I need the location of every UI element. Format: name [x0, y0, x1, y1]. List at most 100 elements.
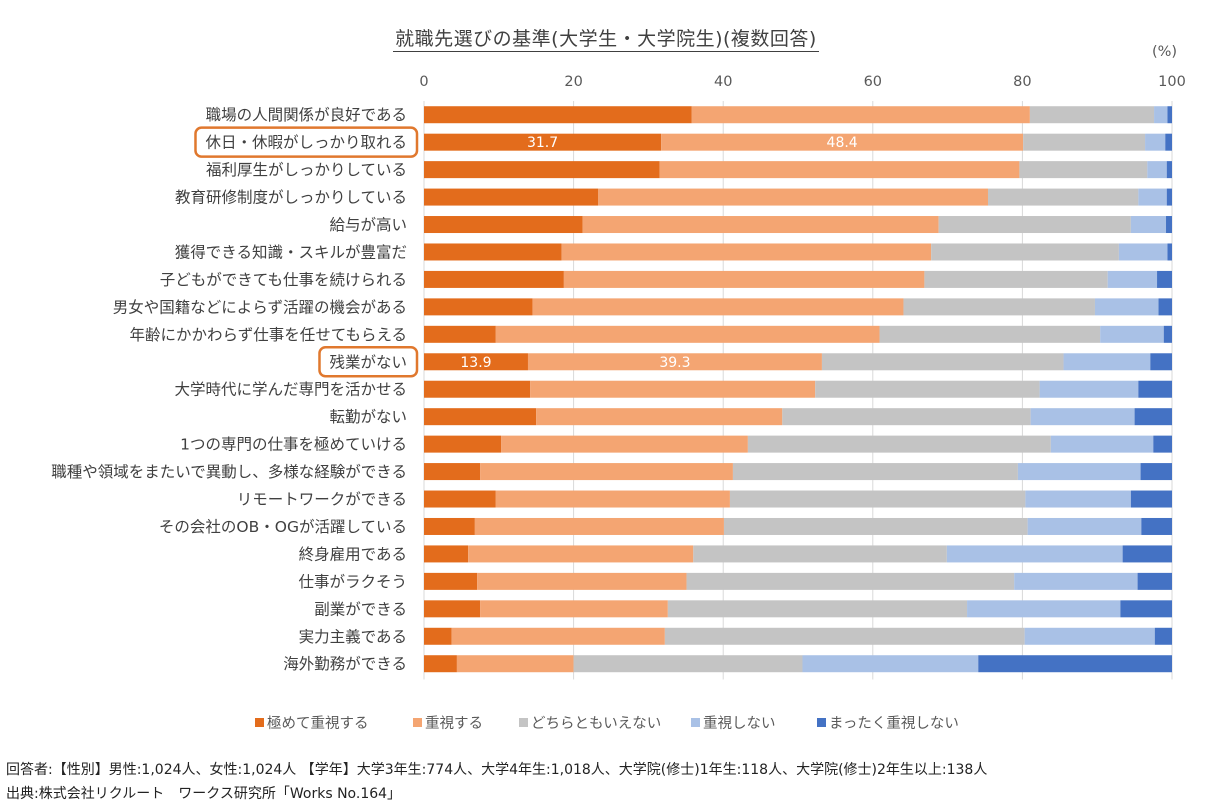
- bar-segment: [967, 600, 1121, 618]
- bar-segment: [424, 298, 533, 316]
- category-label: その会社のOB・OGが活躍している: [159, 518, 407, 536]
- bar-segment: [424, 188, 599, 206]
- category-label: 職種や領域をまたいで異動し、多様な経験ができる: [51, 463, 407, 481]
- bar-segment: [1153, 435, 1172, 453]
- category-label: 仕事がラクそう: [298, 573, 407, 591]
- bar-segment: [691, 106, 1030, 124]
- bar-segment: [1017, 463, 1141, 481]
- data-label: 39.3: [659, 355, 690, 371]
- bar-segment: [424, 463, 481, 481]
- bar-segment: [815, 380, 1040, 398]
- bar-segment: [1027, 517, 1142, 535]
- bar-segment: [1138, 188, 1167, 206]
- x-tick-label: 80: [1013, 74, 1031, 90]
- bar-segment: [723, 517, 1028, 535]
- bar-segment: [501, 435, 748, 453]
- x-tick-label: 40: [714, 74, 732, 90]
- category-label: 福利厚生がしっかりしている: [206, 161, 407, 179]
- bar-segment: [664, 627, 1025, 645]
- category-label: 子どもができても仕事を続けられる: [160, 271, 407, 289]
- data-labels: 31.7 48.4 13.9 39.3: [460, 135, 857, 371]
- x-tick-label: 20: [564, 74, 582, 90]
- bar-segment: [1030, 408, 1135, 426]
- bar-segment: [1167, 106, 1172, 124]
- bar-segment: [821, 353, 1064, 371]
- bar-segment: [1134, 408, 1172, 426]
- bar-segment: [1039, 380, 1139, 398]
- bar-segment: [424, 106, 692, 124]
- bar-segment: [1120, 600, 1172, 618]
- bar-segment: [456, 655, 574, 673]
- legend-swatch: [817, 718, 826, 727]
- category-label: 給与が高い: [329, 216, 407, 234]
- bar-segment: [978, 655, 1172, 673]
- bar-segment: [1147, 161, 1167, 179]
- category-label: 獲得できる知識・スキルが豊富だ: [175, 243, 407, 261]
- bar-segment: [1154, 627, 1172, 645]
- bar-segment: [563, 270, 925, 288]
- bar-segment: [424, 270, 564, 288]
- category-label: 海外勤務ができる: [283, 655, 407, 673]
- legend-label: 極めて重視する: [267, 715, 369, 732]
- bar-segment: [1024, 627, 1155, 645]
- bar-segment: [693, 545, 947, 563]
- legend-label: どちらともいえない: [531, 715, 661, 732]
- data-label: 13.9: [460, 355, 491, 371]
- bar-segment: [424, 545, 469, 563]
- category-label: 大学時代に学んだ専門を活かせる: [174, 381, 407, 399]
- x-tick-label: 60: [864, 74, 882, 90]
- bar-segment: [598, 188, 988, 206]
- bar-segment: [480, 463, 733, 481]
- bar-segment: [1100, 325, 1164, 343]
- bar-segment: [424, 243, 562, 261]
- bar-segment: [1145, 133, 1166, 151]
- legend-label: まったく重視しない: [829, 715, 959, 732]
- highlight-box: [318, 346, 419, 378]
- bar-segment: [536, 408, 783, 426]
- bar-segment: [424, 600, 481, 618]
- category-label: 男女や国籍などによらず活躍の機会がある: [113, 297, 407, 316]
- category-label: 教育研修制度がしっかりしている: [175, 189, 407, 207]
- bar-segment: [424, 353, 528, 371]
- bar-segment: [987, 188, 1139, 206]
- bar-segment: [946, 545, 1123, 563]
- x-axis-ticks: 0 20 40 60 80 100: [419, 74, 1185, 90]
- category-label: 年齢にかかわらず仕事を任せてもらえる: [130, 326, 407, 344]
- bar-segment: [1122, 545, 1172, 563]
- legend: 極めて重視する 重視する どちらともいえない 重視しない まったく重視しない: [255, 715, 959, 732]
- category-label: リモートワークができる: [237, 491, 407, 509]
- legend-label: 重視しない: [703, 715, 776, 732]
- bar-segment: [1154, 106, 1168, 124]
- footer: 回答者:【性別】男性:1,024人、女性:1,024人 【学年】大学3年生:77…: [6, 757, 987, 805]
- source-note: 出典:株式会社リクルート ワークス研究所「Works No.164」: [6, 786, 402, 802]
- bar-segment: [1130, 216, 1167, 234]
- bar-segment: [424, 655, 457, 673]
- bar-segment: [424, 627, 452, 645]
- bar-segment: [659, 161, 1020, 179]
- bar-segment: [532, 298, 904, 316]
- bar-segment: [573, 655, 803, 673]
- bar-segment: [561, 243, 932, 261]
- category-label: 残業がない: [329, 353, 407, 371]
- bar-segment: [782, 408, 1031, 426]
- bar-segment: [1150, 353, 1172, 371]
- bar-segment: [424, 380, 531, 398]
- legend-swatch: [691, 718, 700, 727]
- bar-segment: [1107, 270, 1158, 288]
- bar-segment: [903, 298, 1095, 316]
- legend-swatch: [519, 718, 528, 727]
- bar-segment: [530, 380, 816, 398]
- bar-segment: [938, 216, 1131, 234]
- bar-segment: [474, 517, 724, 535]
- bar-segment: [424, 161, 660, 179]
- data-label: 31.7: [527, 135, 558, 151]
- bar-segment: [424, 572, 478, 590]
- bar-segment: [1166, 188, 1172, 206]
- bar-segment: [495, 490, 730, 508]
- bar-segment: [924, 270, 1108, 288]
- bar-segment: [747, 435, 1051, 453]
- bar-segment: [931, 243, 1119, 261]
- bar-segment: [424, 325, 496, 343]
- legend-swatch: [255, 718, 264, 727]
- highlight-box: [194, 126, 419, 158]
